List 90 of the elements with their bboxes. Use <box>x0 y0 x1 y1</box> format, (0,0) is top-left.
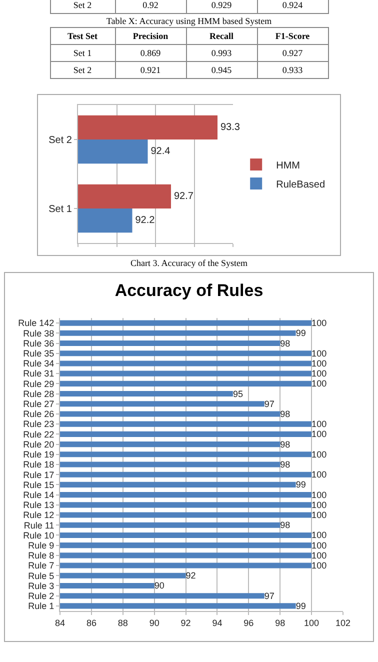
data-label: 100 <box>312 318 327 328</box>
data-label: 100 <box>312 449 327 460</box>
data-label: 100 <box>312 560 327 571</box>
x-tick-label: 102 <box>335 618 351 628</box>
y-tick-label: Rule 5 <box>28 570 54 581</box>
data-label: 92.4 <box>150 146 171 158</box>
text: Precision <box>115 28 186 44</box>
data-label: 100 <box>312 490 327 500</box>
data-label: 100 <box>312 358 327 368</box>
y-tick-label: Rule 9 <box>28 540 54 550</box>
data-label: 92.2 <box>135 215 156 226</box>
y-tick-label: Rule 17 <box>23 470 54 480</box>
x-tick-label: 92 <box>180 618 191 628</box>
y-tick-label: Rule 23 <box>23 419 54 430</box>
y-tick-label: Rule 38 <box>23 328 54 338</box>
data-label: 98 <box>280 338 290 348</box>
data-label: 98 <box>280 460 290 470</box>
y-tick-label: Rule 7 <box>28 560 54 571</box>
x-tick-label: 86 <box>86 618 96 628</box>
x-tick-label: 88 <box>118 618 128 628</box>
data-label: 93.3 <box>220 122 240 133</box>
caption: Chart 3. Accuracy of the System <box>130 258 248 268</box>
data-label: 100 <box>312 348 327 358</box>
y-tick-label: Rule 18 <box>23 460 54 470</box>
data-label: 90 <box>154 580 164 591</box>
text: 0.869 <box>115 44 186 62</box>
data-label: 100 <box>312 429 327 440</box>
y-tick-label: Rule 34 <box>23 358 54 369</box>
chart-title: Accuracy of Rules <box>114 280 264 300</box>
data-label: 99 <box>296 600 306 611</box>
text: 0.927 <box>257 44 328 62</box>
text: 0.924 <box>257 0 328 14</box>
data-label: 100 <box>312 500 327 510</box>
data-label: 95 <box>232 388 243 399</box>
data-label: 99 <box>296 328 306 338</box>
text: 0.929 <box>186 0 257 14</box>
data-label: 92 <box>186 570 196 581</box>
legend-label: RuleBased <box>276 179 326 190</box>
y-tick-label: Rule 3 <box>28 580 54 591</box>
y-tick-label: Rule 8 <box>28 550 54 561</box>
y-tick-label: Rule 19 <box>23 450 54 460</box>
y-tick-label: Rule 142 <box>18 318 54 328</box>
data-label: 97 <box>264 590 274 601</box>
y-tick-label: Rule 12 <box>23 510 54 520</box>
text: 0.945 <box>186 62 257 78</box>
data-label: 98 <box>280 520 290 530</box>
y-tick-label: Rule 13 <box>23 500 54 510</box>
x-tick-label: 96 <box>244 618 254 628</box>
data-label: 97 <box>264 398 274 409</box>
x-tick-label: 94 <box>212 618 222 628</box>
y-tick-label: Rule 10 <box>23 530 54 540</box>
text: Table X: Accuracy using HMM based System <box>105 16 273 26</box>
text: F1-Score <box>257 28 328 44</box>
y-tick-label: Rule 11 <box>24 520 54 530</box>
y-tick-label: Rule 29 <box>23 378 54 389</box>
y-tick-label: Rule 1 <box>28 601 54 612</box>
text: 0.933 <box>257 62 328 78</box>
y-tick-label: Rule 36 <box>23 338 54 348</box>
y-tick-label: Rule 26 <box>23 409 54 420</box>
x-tick-label: 100 <box>304 618 320 628</box>
y-tick-label: Rule 22 <box>23 429 54 440</box>
y-tick-label: Rule 31 <box>23 368 54 379</box>
x-tick-label: 84 <box>54 618 66 628</box>
y-tick-label: Rule 28 <box>23 388 54 399</box>
legend-label: HMM <box>276 160 300 172</box>
text: Test Set <box>50 28 115 44</box>
data-label: 92.7 <box>174 190 194 202</box>
data-label: 100 <box>312 540 327 550</box>
data-label: 100 <box>312 530 327 540</box>
text: Recall <box>186 28 257 44</box>
text: 0.92 <box>115 0 186 14</box>
data-label: 100 <box>312 368 327 379</box>
y-tick-label: Rule 35 <box>23 348 54 359</box>
data-label: 98 <box>280 408 290 419</box>
x-tick-label: 90 <box>149 618 160 628</box>
data-label: 100 <box>312 470 327 480</box>
y-tick-label: Rule 15 <box>23 480 54 490</box>
data-label: 100 <box>312 419 327 430</box>
y-tick-label: Rule 14 <box>23 490 54 500</box>
text: 0.993 <box>186 44 257 62</box>
data-label: 100 <box>312 510 327 520</box>
x-tick-label: 98 <box>275 618 286 628</box>
y-tick-label: Rule 2 <box>28 590 54 601</box>
data-label: 99 <box>296 480 306 490</box>
data-label: 98 <box>280 439 290 450</box>
y-tick-label: Rule 27 <box>23 399 54 410</box>
data-label: 100 <box>312 550 327 560</box>
y-tick-label: Rule 20 <box>23 439 54 450</box>
text: 0.921 <box>115 62 186 78</box>
data-label: 100 <box>312 378 327 389</box>
